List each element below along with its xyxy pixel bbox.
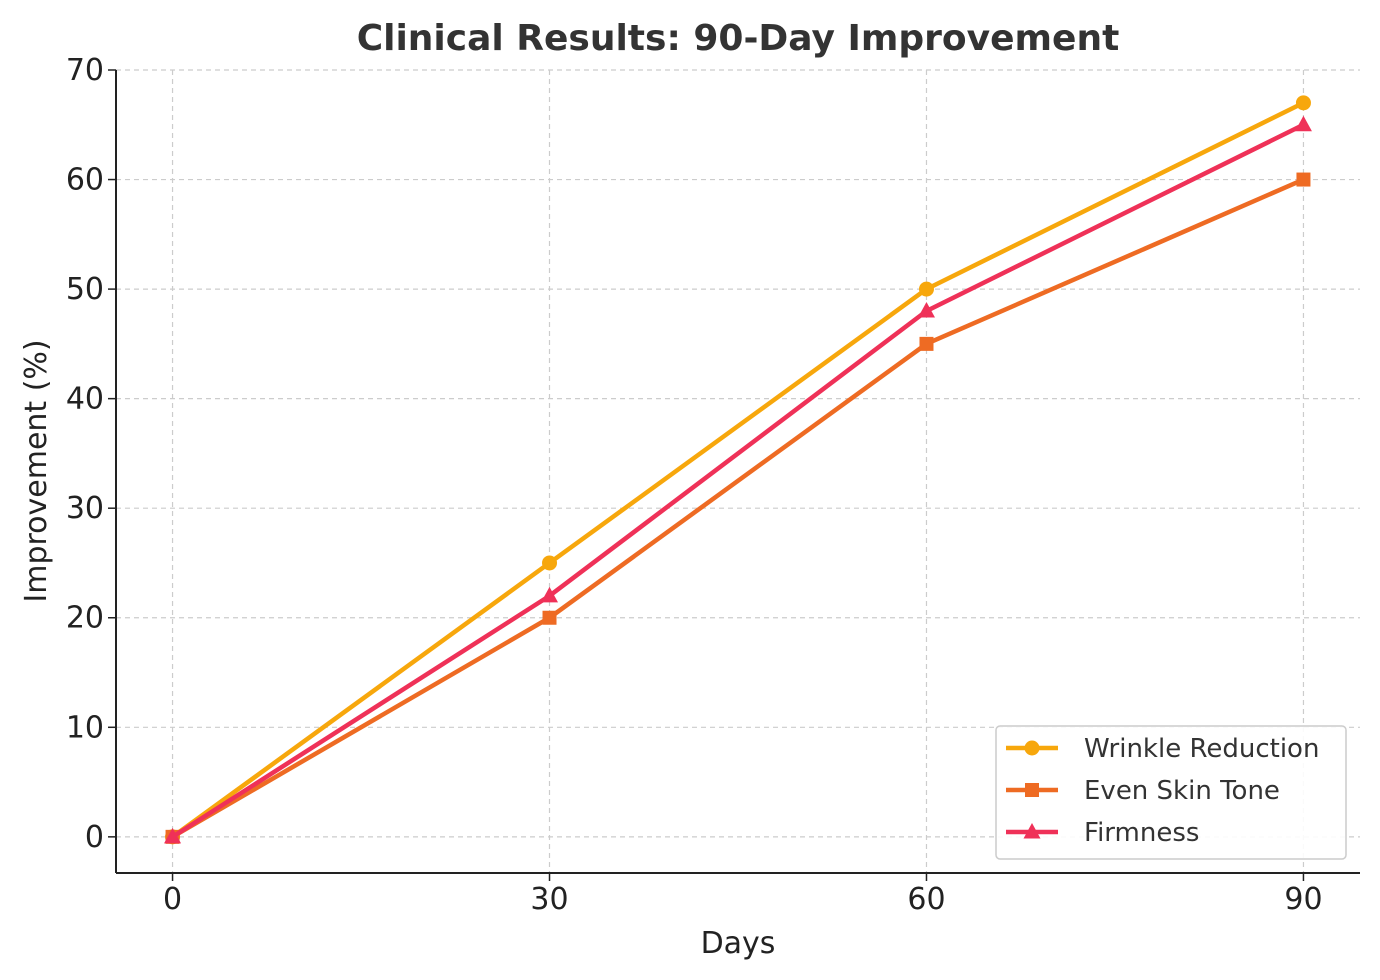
legend-swatch-marker	[1025, 783, 1039, 797]
wrinkle-reduction-line	[170, 100, 1306, 840]
legend-label: Even Skin Tone	[1084, 776, 1280, 806]
legend: Wrinkle Reduction Even Skin Tone Firmness	[995, 725, 1347, 860]
firmness-point	[1294, 115, 1312, 132]
series-firmness	[164, 115, 1312, 844]
x-tick-label: 30	[530, 882, 568, 917]
x-tick-label: 60	[907, 882, 945, 917]
y-tick-label: 70	[66, 53, 104, 88]
legend-item-even-skin-tone: Even Skin Tone	[1006, 776, 1280, 806]
even-skin-tone-line	[170, 177, 1306, 840]
tick-labels: 0 30 60 90 0 10 20 30 40 50 60 70	[66, 53, 1323, 917]
even-skin-tone-point	[1296, 172, 1311, 187]
wrinkle-reduction-point	[1295, 95, 1311, 111]
x-tick-label: 90	[1284, 882, 1322, 917]
y-tick-label: 50	[66, 272, 104, 307]
y-tick-label: 30	[66, 491, 104, 526]
legend-box	[995, 725, 1347, 860]
legend-label: Firmness	[1084, 818, 1199, 848]
chart-title: Clinical Results: 90-Day Improvement	[357, 18, 1120, 59]
y-tick-label: 20	[66, 601, 104, 636]
x-axis-label: Days	[701, 926, 776, 961]
legend-swatch-marker	[1024, 740, 1040, 756]
legend-item-wrinkle-reduction: Wrinkle Reduction	[1006, 734, 1319, 764]
firmness-line	[170, 122, 1306, 840]
y-tick-label: 0	[85, 820, 104, 855]
y-tick-label: 10	[66, 710, 104, 745]
firmness-point	[541, 586, 559, 603]
firmness-point	[164, 827, 182, 844]
y-tick-label: 40	[66, 382, 104, 417]
even-skin-tone-point	[919, 336, 934, 351]
firmness-point	[917, 302, 935, 318]
axes	[108, 69, 1360, 881]
even-skin-tone-point	[542, 610, 557, 625]
legend-label: Wrinkle Reduction	[1084, 734, 1319, 764]
legend-swatch-marker	[1023, 823, 1041, 839]
wrinkle-reduction-point	[542, 555, 558, 571]
legend-item-firmness: Firmness	[1006, 818, 1199, 848]
series-layer	[164, 95, 1312, 845]
y-axis-label: Improvement (%)	[19, 339, 54, 602]
x-tick-label: 0	[163, 882, 182, 917]
y-tick-label: 60	[66, 163, 104, 198]
wrinkle-reduction-point	[918, 281, 934, 297]
